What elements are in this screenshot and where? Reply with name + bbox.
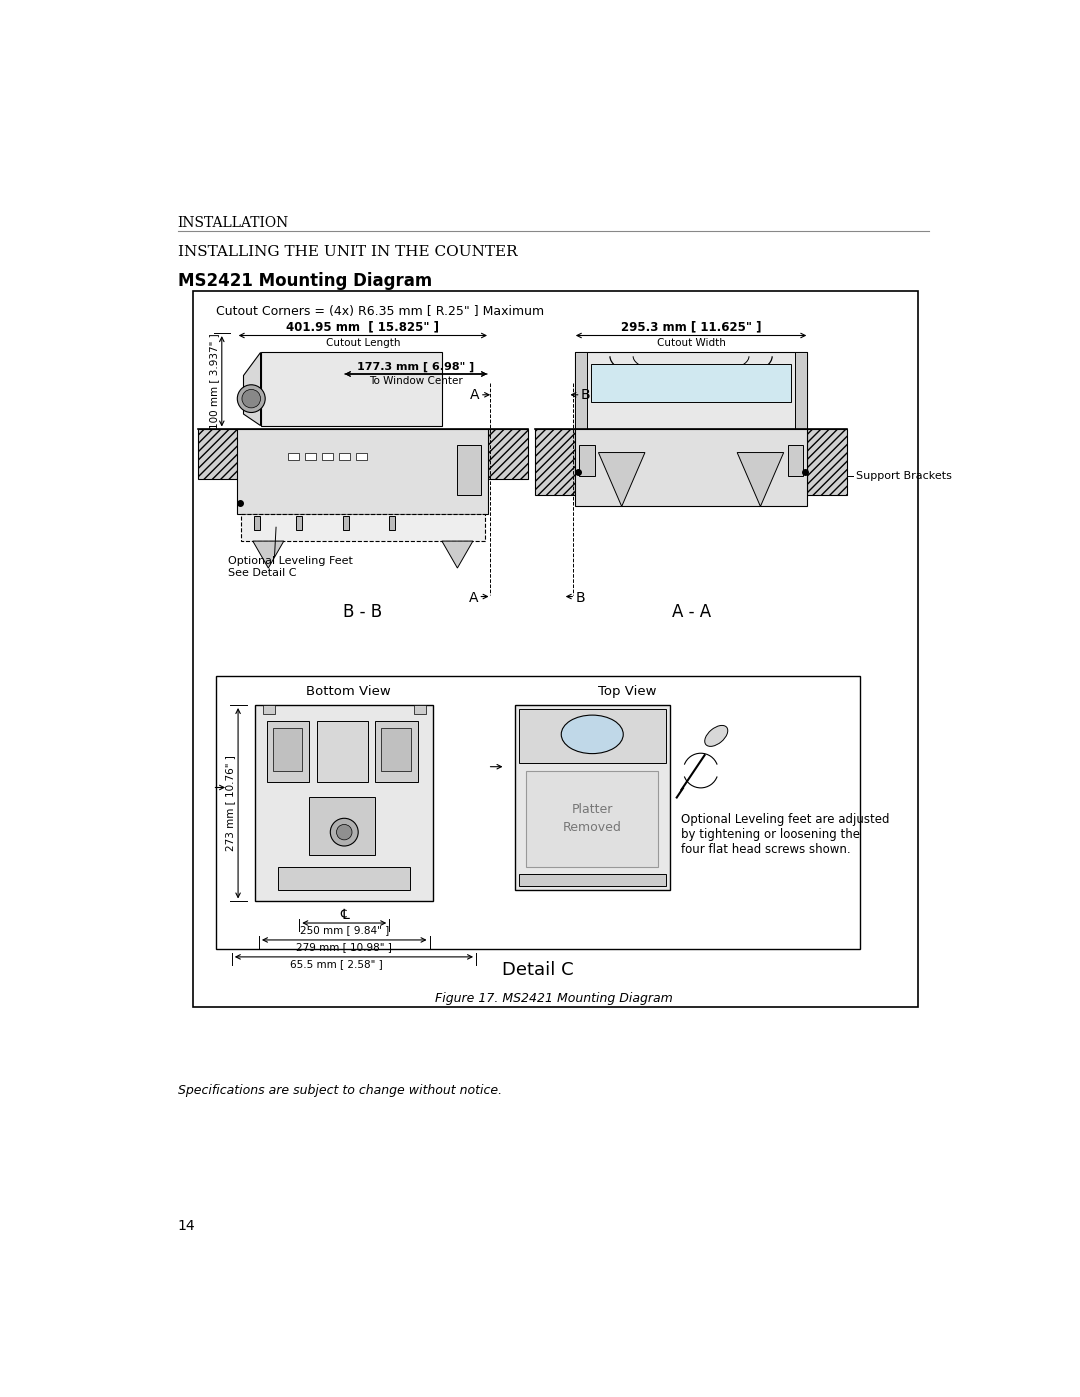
Text: A: A [471,388,480,402]
Text: 401.95 mm  [ 15.825" ]: 401.95 mm [ 15.825" ] [286,320,440,334]
Bar [296,515,302,529]
Bar [576,352,586,429]
Bar [287,453,298,460]
Text: Cutout Width: Cutout Width [657,338,726,348]
Bar [273,728,302,771]
Circle shape [242,390,260,408]
Text: B: B [576,591,585,605]
Bar [807,429,847,495]
Bar [322,453,333,460]
Bar [381,728,410,771]
Bar [262,705,274,714]
Text: A - A: A - A [672,602,711,620]
Polygon shape [253,541,284,569]
Bar [375,721,418,782]
Text: MS2421 Mounting Diagram: MS2421 Mounting Diagram [177,271,432,289]
Bar [238,429,488,514]
Text: ℄: ℄ [340,908,349,922]
Text: 14: 14 [177,1218,195,1232]
Text: To Window Center: To Window Center [369,376,463,387]
Text: 295.3 mm [ 11.625" ]: 295.3 mm [ 11.625" ] [621,320,761,334]
Text: Top View: Top View [598,685,657,698]
Bar [518,708,666,763]
Text: Cutout Length: Cutout Length [325,338,400,348]
Bar [576,352,807,429]
Bar [193,291,918,1007]
Polygon shape [598,453,645,507]
Bar [526,771,658,866]
Bar [198,429,238,479]
Ellipse shape [562,715,623,753]
Bar [241,514,485,541]
Bar [579,444,595,475]
Text: 279 mm [ 10.98" ]: 279 mm [ 10.98" ] [296,942,392,953]
Polygon shape [442,541,473,569]
Bar [458,444,481,495]
Bar [591,365,792,402]
Circle shape [238,384,266,412]
Bar [339,453,350,460]
Circle shape [337,824,352,840]
Text: 250 mm [ 9.84" ]: 250 mm [ 9.84" ] [299,925,389,936]
Bar [389,515,395,529]
Bar [414,705,426,714]
Text: Platter
Removed: Platter Removed [563,803,622,834]
Text: B: B [581,388,591,402]
Text: Cutout Corners = (4x) R6.35 mm [ R.25" ] Maximum: Cutout Corners = (4x) R6.35 mm [ R.25" ]… [216,305,544,317]
Bar [356,453,367,460]
Bar [267,721,309,782]
Bar [342,515,349,529]
Bar [795,352,807,429]
Text: Detail C: Detail C [502,961,573,979]
Text: Optional Leveling feet are adjusted
by tightening or loosening the
four flat hea: Optional Leveling feet are adjusted by t… [681,813,890,856]
Bar [279,866,410,890]
Bar [535,429,576,495]
Bar [255,705,433,901]
Bar [254,515,260,529]
Bar [515,705,670,890]
Bar [216,676,860,949]
Bar [576,429,807,507]
Bar [260,352,442,426]
Text: 177.3 mm [ 6.98" ]: 177.3 mm [ 6.98" ] [357,362,474,372]
Text: 100 mm [ 3.937" ]: 100 mm [ 3.937" ] [208,334,218,429]
Text: Bottom View: Bottom View [306,685,391,698]
Polygon shape [243,352,260,426]
Bar [518,875,666,886]
Circle shape [330,819,359,847]
Bar [787,444,804,475]
Bar [318,721,367,782]
Text: 273 mm [ 10.76" ]: 273 mm [ 10.76" ] [225,754,235,851]
Text: Figure 17. MS2421 Mounting Diagram: Figure 17. MS2421 Mounting Diagram [434,992,673,1004]
Text: Specifications are subject to change without notice.: Specifications are subject to change wit… [177,1084,502,1097]
Bar [488,429,528,479]
Text: Support Brackets: Support Brackets [855,471,951,481]
Polygon shape [738,453,784,507]
Text: INSTALLING THE UNIT IN THE COUNTER: INSTALLING THE UNIT IN THE COUNTER [177,244,517,258]
Text: B - B: B - B [343,602,382,620]
Text: 65.5 mm [ 2.58" ]: 65.5 mm [ 2.58" ] [291,960,382,970]
Bar [309,798,375,855]
Text: A: A [469,591,478,605]
Text: INSTALLATION: INSTALLATION [177,217,288,231]
Text: Optional Leveling Feet
See Detail C: Optional Leveling Feet See Detail C [228,556,353,578]
Ellipse shape [705,725,728,746]
Bar [305,453,315,460]
